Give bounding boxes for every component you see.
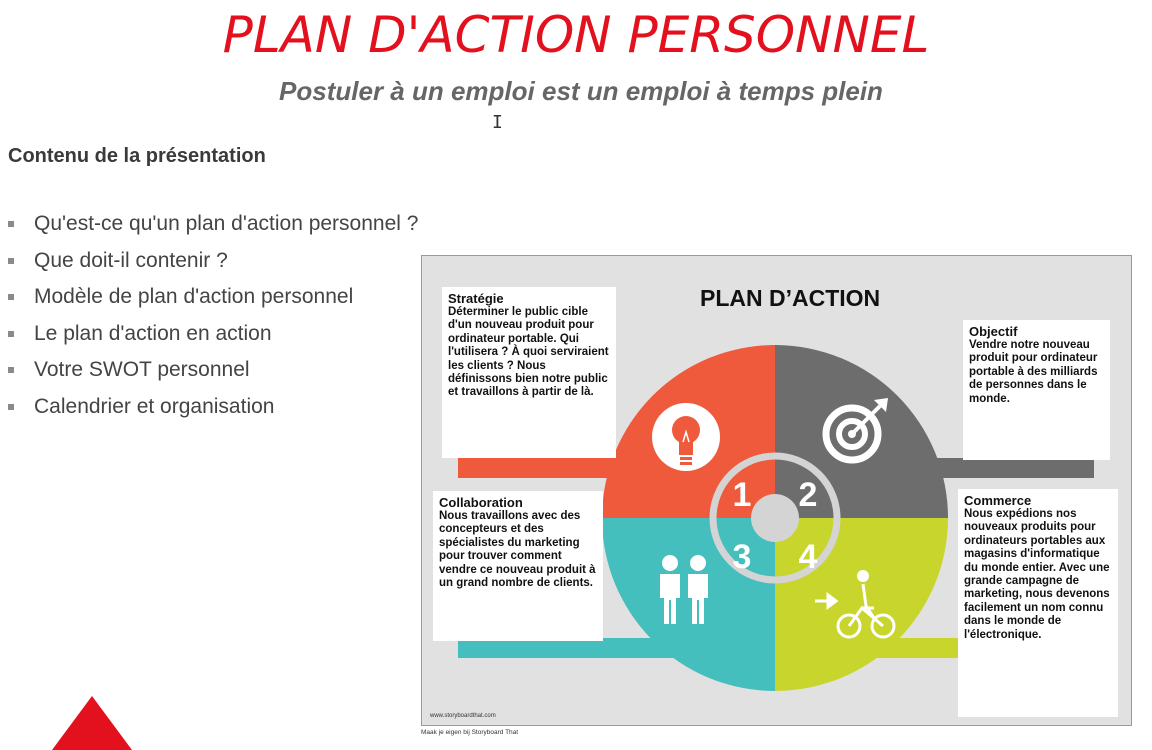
collaboration-box: Collaboration Nous travaillons avec des … (433, 491, 603, 641)
step-number-4: 4 (799, 538, 818, 576)
collaboration-heading: Collaboration (439, 495, 523, 510)
list-item-label: Votre SWOT personnel (34, 358, 250, 381)
bullet-icon (8, 221, 14, 227)
list-item: Qu'est-ce qu'un plan d'action personnel … (8, 212, 418, 249)
strategy-text: Déterminer le public cible d'un nouveau … (448, 306, 609, 399)
text-cursor-icon: I (492, 112, 503, 133)
bullet-icon (8, 257, 14, 264)
credit-url: www.storyboardthat.com (430, 713, 496, 719)
cyclist-icon (815, 570, 896, 639)
list-item-label: Modèle de plan d'action personnel (34, 285, 354, 308)
contents-heading: Contenu de la présentation (8, 145, 266, 167)
contents-list: Qu'est-ce qu'un plan d'action personnel … (8, 212, 418, 431)
infographic-title: PLAN D’ACTION (700, 285, 881, 311)
action-plan-infographic: 1 2 3 4 (421, 255, 1132, 726)
list-item: Calendrier et organisation (8, 395, 418, 432)
storyboard-caption: Maak je eigen bij Storyboard That (421, 729, 519, 736)
step-number-2: 2 (799, 476, 818, 514)
commerce-text: Nous expédions nos nouveaux produits pou… (964, 508, 1110, 641)
list-item: Que doit-il contenir ? (8, 249, 418, 286)
step-number-3: 3 (733, 538, 752, 576)
list-item-label: Le plan d'action en action (34, 321, 272, 345)
step-number-1: 1 (733, 476, 752, 514)
bullet-icon (8, 294, 14, 300)
list-item-label: Que doit-il contenir ? (34, 248, 228, 272)
collaboration-connector (458, 638, 688, 658)
page-title: PLAN D'ACTION PERSONNEL (222, 6, 930, 64)
list-item: Votre SWOT personnel (8, 358, 418, 395)
decorative-triangle (52, 696, 132, 750)
inner-ring (709, 452, 841, 584)
bullet-icon (8, 330, 14, 337)
objective-box: Objectif Vendre notre nouveau produit po… (963, 320, 1110, 460)
commerce-box: Commerce Nous expédions nos nouveaux pro… (958, 489, 1118, 717)
bullet-icon (8, 403, 14, 410)
strategy-heading: Stratégie (448, 291, 504, 306)
center-hub (751, 494, 799, 542)
page-subtitle: Postuler à un emploi est un emploi à tem… (279, 76, 883, 106)
lightbulb-icon (652, 403, 720, 471)
list-item-label: Qu'est-ce qu'un plan d'action personnel … (34, 212, 419, 235)
objective-text: Vendre notre nouveau produit pour ordina… (969, 339, 1098, 405)
people-icon (660, 555, 708, 624)
commerce-heading: Commerce (964, 493, 1032, 508)
collaboration-text: Nous travaillons avec des concepteurs et… (439, 510, 596, 590)
list-item-label: Calendrier et organisation (34, 394, 275, 418)
strategy-box: Stratégie Déterminer le public cible d'u… (442, 287, 616, 458)
target-icon (822, 398, 888, 464)
bullet-icon (8, 367, 14, 373)
list-item: Le plan d'action en action (8, 322, 418, 359)
objective-heading: Objectif (969, 324, 1018, 339)
list-item: Modèle de plan d'action personnel (8, 285, 418, 322)
